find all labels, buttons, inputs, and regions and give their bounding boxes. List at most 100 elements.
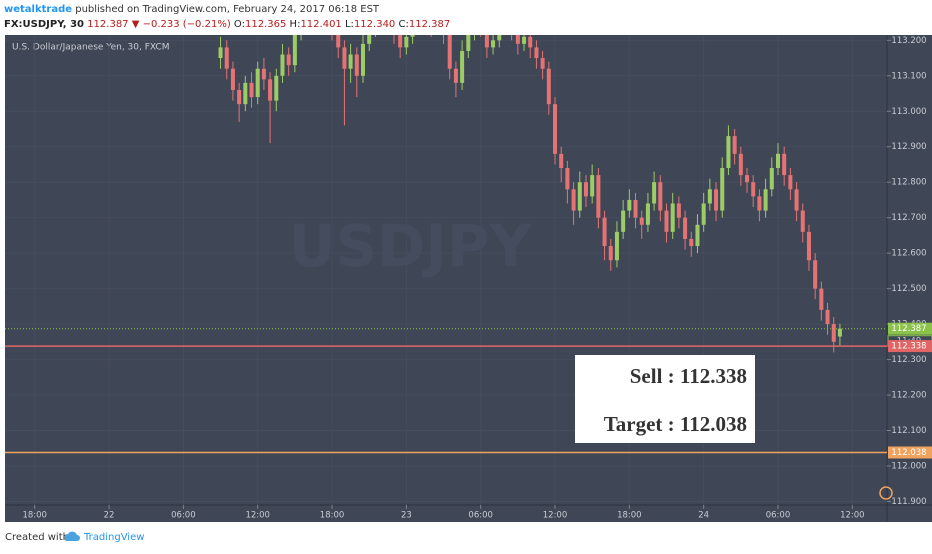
y-tick-label: 112.800	[891, 178, 926, 188]
candle-body	[286, 54, 291, 66]
candle-body	[447, 35, 452, 69]
candle-body	[769, 168, 774, 190]
candle-body	[534, 47, 539, 59]
ohlc-value: 112.387	[409, 19, 450, 30]
ohlc-label: L:	[345, 19, 354, 30]
candle-body	[546, 68, 551, 105]
candle-body	[596, 175, 601, 218]
candle-body	[670, 203, 675, 232]
ohlc-label: H:	[290, 19, 301, 30]
chart-title: U.S. Dollar/Japanese Yen, 30, FXCM	[12, 43, 169, 53]
candle-body	[404, 36, 409, 48]
footer-brand: TradingView	[83, 532, 144, 543]
watermark: USDJPY	[288, 212, 532, 280]
candle-body	[268, 79, 273, 101]
candle-body	[608, 246, 613, 261]
annotation: Target : 112.038	[604, 412, 747, 436]
candle-body	[292, 35, 297, 66]
legend-line: FX:USDJPY, 30 112.387 ▼ −0.233 (−0.21%) …	[4, 19, 450, 30]
candle-body	[645, 203, 650, 225]
candle-body	[348, 54, 353, 69]
candle-body	[249, 82, 254, 98]
x-tick-label: 12:00	[543, 511, 568, 521]
candle-body	[255, 68, 260, 98]
candle-body	[336, 35, 341, 48]
candle-body	[788, 175, 793, 190]
y-tick-label: 112.300	[891, 355, 926, 365]
candle-body	[552, 104, 558, 154]
candle-body	[367, 35, 372, 44]
candle-body	[639, 217, 644, 225]
published: published on TradingView.com, February 2…	[75, 4, 380, 15]
candle-body	[274, 75, 279, 101]
y-tick-label: 112.700	[891, 213, 926, 223]
y-tick-label: 113.200	[891, 36, 926, 46]
annotation-box	[575, 355, 755, 443]
x-tick-label: 18:00	[22, 511, 47, 521]
candle-body	[627, 199, 632, 211]
candle-body	[230, 68, 235, 90]
candle-body	[237, 89, 242, 105]
candle-body	[751, 182, 756, 197]
candle-body	[775, 153, 781, 169]
x-tick-label: 24	[698, 511, 709, 521]
x-tick-label: 12:00	[840, 511, 865, 521]
candle-body	[714, 189, 719, 211]
candle-body	[763, 189, 768, 211]
annotation: Sell : 112.338	[630, 364, 747, 388]
x-tick-label: 23	[401, 511, 412, 521]
x-tick-label: 18:00	[320, 511, 345, 521]
y-tick-label: 112.000	[891, 461, 926, 471]
candle-body	[224, 47, 229, 69]
candle-body	[813, 260, 818, 289]
hline-label-box	[888, 340, 932, 353]
candle-body	[621, 210, 626, 232]
ohlc-value: 112.340	[354, 19, 395, 30]
candle-body	[515, 35, 520, 44]
candle-body	[658, 182, 663, 211]
last-price-box	[888, 322, 932, 335]
candle-body	[664, 210, 669, 232]
candle-body	[689, 238, 694, 247]
candle-body	[583, 182, 588, 197]
candle-body	[280, 54, 285, 76]
header-line: wetalktrade published on TradingView.com…	[4, 4, 380, 15]
plot-area	[5, 35, 887, 505]
candle-body	[726, 136, 731, 169]
hline-label: 112.338	[891, 342, 926, 352]
x-tick-label: 06:00	[766, 511, 791, 521]
hline-label: 112.038	[891, 448, 926, 458]
candle-body	[614, 231, 619, 261]
y-tick-label: 112.100	[891, 426, 926, 436]
last-price-label: 112.387	[891, 324, 926, 334]
y-tick-label: 112.200	[891, 391, 926, 401]
candle-body	[676, 203, 681, 218]
ohlc-label: O:	[234, 19, 245, 30]
candle-body	[261, 68, 266, 80]
candle-body	[484, 35, 489, 48]
candle-body	[460, 50, 465, 83]
y-tick-label: 112.500	[891, 284, 926, 294]
candle-body	[695, 224, 700, 247]
candle-body	[819, 288, 824, 310]
x-tick-label: 22	[104, 511, 115, 521]
candle-body	[738, 153, 743, 176]
candle-body	[398, 35, 403, 48]
candle-body	[745, 175, 750, 183]
brand-logo	[64, 531, 80, 541]
footer-created: Created with	[5, 532, 69, 543]
settings-icon[interactable]	[879, 486, 893, 500]
candle-body	[707, 189, 712, 204]
candle-body	[565, 168, 570, 190]
author: wetalktrade	[4, 4, 72, 15]
candle-body	[466, 35, 471, 51]
x-tick-label: 12:00	[245, 511, 270, 521]
x-tick-label: 18:00	[617, 511, 642, 521]
candle-body	[794, 189, 799, 211]
ohlc-value: 112.401	[300, 19, 341, 30]
candle-body	[218, 47, 223, 59]
y-tick-label: 113.000	[891, 107, 926, 117]
candle-body	[831, 324, 836, 342]
y-tick-label: 112.600	[891, 249, 926, 259]
